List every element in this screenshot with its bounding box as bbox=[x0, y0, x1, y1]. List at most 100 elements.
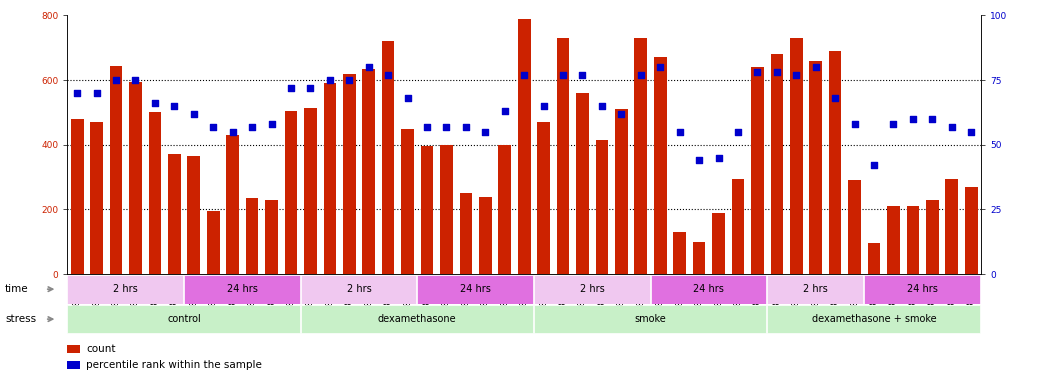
Point bbox=[944, 124, 960, 130]
Bar bbox=[965, 187, 978, 274]
Bar bbox=[362, 69, 375, 274]
Bar bbox=[752, 67, 764, 274]
Text: time: time bbox=[5, 284, 29, 294]
Bar bbox=[266, 200, 278, 274]
Bar bbox=[654, 58, 666, 274]
Text: dexamethasone + smoke: dexamethasone + smoke bbox=[812, 314, 936, 324]
Text: 2 hrs: 2 hrs bbox=[580, 284, 604, 294]
Text: dexamethasone: dexamethasone bbox=[378, 314, 457, 324]
Point bbox=[418, 124, 435, 130]
Point bbox=[866, 162, 882, 169]
Bar bbox=[576, 93, 589, 274]
Bar bbox=[770, 54, 783, 274]
Bar bbox=[67, 361, 80, 369]
Text: stress: stress bbox=[5, 314, 36, 324]
Bar bbox=[90, 122, 103, 274]
Bar bbox=[498, 145, 511, 274]
Bar bbox=[67, 346, 80, 353]
Bar bbox=[946, 179, 958, 274]
Point bbox=[322, 77, 338, 83]
Point bbox=[204, 124, 221, 130]
Bar bbox=[402, 129, 414, 274]
Bar bbox=[906, 206, 920, 274]
Text: smoke: smoke bbox=[634, 314, 666, 324]
Bar bbox=[534, 275, 650, 303]
Text: count: count bbox=[86, 344, 115, 354]
Bar bbox=[207, 211, 220, 274]
Point bbox=[574, 72, 591, 78]
Bar bbox=[226, 135, 239, 274]
Point bbox=[224, 129, 241, 135]
Bar bbox=[71, 119, 83, 274]
Bar bbox=[651, 275, 766, 303]
Text: 24 hrs: 24 hrs bbox=[907, 284, 938, 294]
Point bbox=[730, 129, 746, 135]
Point bbox=[613, 111, 630, 117]
Bar bbox=[382, 41, 394, 274]
Text: 24 hrs: 24 hrs bbox=[693, 284, 725, 294]
Bar bbox=[304, 108, 317, 274]
Text: 2 hrs: 2 hrs bbox=[347, 284, 372, 294]
Point bbox=[749, 69, 766, 75]
Point bbox=[438, 124, 455, 130]
Bar bbox=[674, 232, 686, 274]
Text: 2 hrs: 2 hrs bbox=[113, 284, 138, 294]
Bar bbox=[887, 206, 900, 274]
Bar bbox=[110, 66, 122, 274]
Bar bbox=[534, 305, 766, 333]
Point bbox=[458, 124, 474, 130]
Point bbox=[632, 72, 649, 78]
Point bbox=[282, 85, 299, 91]
Bar bbox=[556, 38, 570, 274]
Point bbox=[885, 121, 902, 127]
Point bbox=[69, 90, 85, 96]
Bar bbox=[865, 275, 980, 303]
Point bbox=[963, 129, 980, 135]
Bar bbox=[129, 82, 142, 274]
Point bbox=[186, 111, 202, 117]
Bar bbox=[301, 275, 416, 303]
Bar bbox=[417, 275, 532, 303]
Bar bbox=[67, 305, 300, 333]
Point bbox=[360, 64, 377, 70]
Point bbox=[108, 77, 125, 83]
Point bbox=[264, 121, 280, 127]
Point bbox=[924, 116, 940, 122]
Point bbox=[380, 72, 397, 78]
Bar bbox=[767, 275, 864, 303]
Bar bbox=[518, 18, 530, 274]
Bar bbox=[168, 154, 181, 274]
Point bbox=[496, 108, 513, 114]
Bar bbox=[926, 200, 938, 274]
Point bbox=[691, 157, 708, 163]
Bar bbox=[596, 140, 608, 274]
Bar bbox=[479, 197, 492, 274]
Bar bbox=[538, 122, 550, 274]
Bar bbox=[616, 109, 628, 274]
Bar bbox=[246, 198, 258, 274]
Point bbox=[846, 121, 863, 127]
Point bbox=[554, 72, 571, 78]
Bar bbox=[712, 213, 725, 274]
Bar bbox=[284, 111, 297, 274]
Bar bbox=[343, 74, 356, 274]
Point bbox=[516, 72, 532, 78]
Point bbox=[652, 64, 668, 70]
Bar bbox=[810, 61, 822, 274]
Bar bbox=[460, 193, 472, 274]
Point bbox=[904, 116, 921, 122]
Bar bbox=[732, 179, 744, 274]
Point bbox=[536, 103, 552, 109]
Bar bbox=[692, 242, 706, 274]
Bar bbox=[868, 243, 880, 274]
Bar bbox=[828, 51, 842, 274]
Point bbox=[128, 77, 144, 83]
Bar bbox=[67, 275, 183, 303]
Point bbox=[788, 72, 804, 78]
Bar bbox=[790, 38, 802, 274]
Point bbox=[244, 124, 261, 130]
Bar bbox=[188, 156, 200, 274]
Point bbox=[768, 69, 785, 75]
Bar bbox=[184, 275, 300, 303]
Bar bbox=[420, 146, 433, 274]
